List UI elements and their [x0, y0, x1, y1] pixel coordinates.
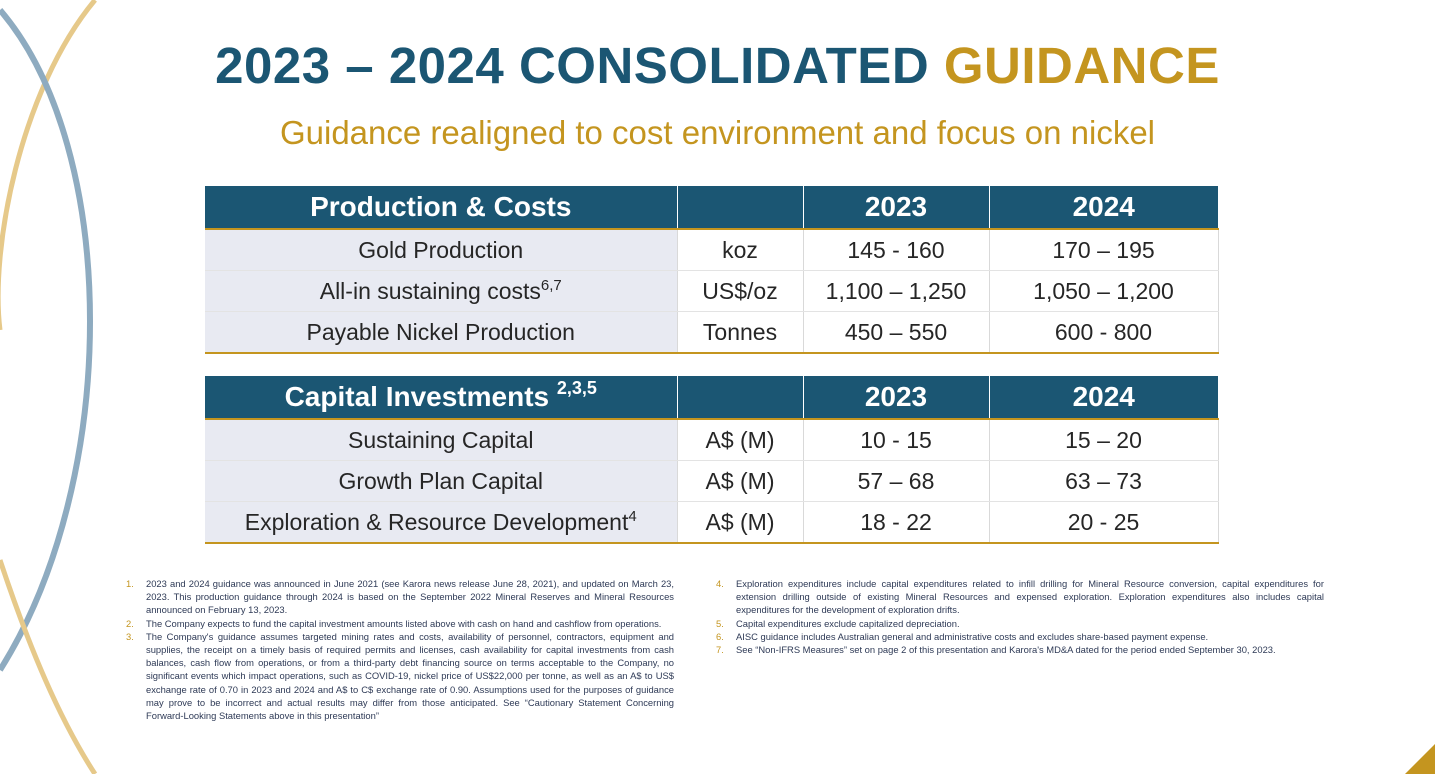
row-2024: 600 - 800 [989, 311, 1219, 354]
footnote-number: 1. [126, 578, 134, 589]
row-2024: 20 - 25 [989, 501, 1219, 544]
footnote-ref: 4 [628, 507, 637, 525]
row-label: Exploration & Resource Development4 [205, 501, 678, 544]
footnote-number: 7. [716, 644, 724, 656]
page-title: 2023 – 2024 CONSOLIDATED GUIDANCE [0, 36, 1435, 95]
table-header-row: Capital Investments 2,3,5 2023 2024 [205, 376, 1218, 420]
row-unit: A$ (M) [677, 419, 804, 461]
row-2023: 1,100 – 1,250 [803, 270, 990, 312]
row-unit: Tonnes [677, 311, 804, 354]
footnote-number: 2. [126, 617, 134, 629]
footnote: 5. Capital expenditures exclude capitaliz… [716, 617, 1324, 630]
table-row: Sustaining Capital A$ (M) 10 - 15 15 – 2… [205, 419, 1219, 461]
header-capital-investments: Capital Investments 2,3,5 [205, 376, 678, 420]
production-costs-table: Production & Costs 2023 2024 Gold Produc… [205, 186, 1219, 354]
footnote: 3. The Company's guidance assumes targete… [126, 630, 674, 722]
row-unit: US$/oz [677, 270, 804, 312]
table-row: Exploration & Resource Development4 A$ (… [205, 501, 1219, 544]
header-2024: 2024 [989, 376, 1218, 420]
footnote: 6. AISC guidance includes Australian gene… [716, 630, 1324, 643]
row-label: All-in sustaining costs6,7 [205, 270, 678, 312]
table-row: Payable Nickel Production Tonnes 450 – 5… [205, 311, 1219, 354]
footnote-text: Capital expenditures exclude capitalized… [736, 617, 960, 629]
row-2024: 170 – 195 [989, 229, 1219, 271]
row-label: Sustaining Capital [205, 419, 678, 461]
gold-arc-bottom [0, 559, 98, 774]
footnote: 7. See “Non-IFRS Measures” set on page 2 … [716, 643, 1324, 656]
row-2023: 145 - 160 [803, 229, 990, 271]
footnote: 1. 2023 and 2024 guidance was announced i… [126, 577, 674, 617]
row-2023: 18 - 22 [803, 501, 990, 544]
row-2024: 63 – 73 [989, 460, 1219, 502]
header-production-costs: Production & Costs [205, 186, 678, 230]
page-title-main: 2023 – 2024 CONSOLIDATED [215, 37, 944, 94]
table-header-row: Production & Costs 2023 2024 [205, 186, 1218, 230]
header-unit [677, 186, 804, 230]
blue-arc [0, 8, 93, 672]
page-subtitle: Guidance realigned to cost environment a… [279, 114, 1156, 151]
table-row: Growth Plan Capital A$ (M) 57 – 68 63 – … [205, 460, 1219, 502]
row-unit: koz [677, 229, 804, 271]
footnote-ref: 6,7 [540, 276, 562, 294]
footnote: 2. The Company expects to fund the capita… [126, 617, 674, 630]
footnote-number: 3. [126, 630, 134, 642]
footnote-number: 5. [716, 617, 724, 629]
header-2023: 2023 [803, 376, 990, 420]
capital-investments-table: Capital Investments 2,3,5 2023 2024 Sust… [205, 376, 1219, 544]
row-2023: 450 – 550 [803, 311, 990, 354]
footnote-text: The Company's guidance assumes targeted … [146, 630, 674, 722]
corner-accent [1405, 744, 1435, 774]
table-row: All-in sustaining costs6,7 US$/oz 1,100 … [205, 270, 1219, 312]
footnote: 4. Exploration expenditures include capit… [716, 577, 1324, 617]
page-title-accent: GUIDANCE [943, 37, 1220, 94]
row-unit: A$ (M) [677, 460, 804, 502]
footnote-text: See “Non-IFRS Measures” set on page 2 of… [736, 644, 1276, 656]
header-2023: 2023 [803, 186, 990, 230]
header-2024: 2024 [989, 186, 1218, 230]
row-2024: 15 – 20 [989, 419, 1219, 461]
row-2023: 57 – 68 [803, 460, 990, 502]
footnote-text: Exploration expenditures include capital… [736, 578, 1324, 616]
row-label: Growth Plan Capital [205, 460, 678, 502]
row-label: Gold Production [205, 229, 678, 271]
header-unit [677, 376, 804, 420]
table-row: Gold Production koz 145 - 160 170 – 195 [205, 229, 1219, 271]
footnote-text: 2023 and 2024 guidance was announced in … [146, 578, 674, 616]
footnotes-left: 1. 2023 and 2024 guidance was announced i… [126, 577, 674, 722]
footnote-text: AISC guidance includes Australian genera… [736, 630, 1209, 642]
row-2023: 10 - 15 [803, 419, 990, 461]
row-2024: 1,050 – 1,200 [989, 270, 1219, 312]
footnote-text: The Company expects to fund the capital … [146, 617, 662, 629]
row-label: Payable Nickel Production [205, 311, 678, 354]
footnote-number: 4. [716, 578, 724, 589]
footnotes-right: 4. Exploration expenditures include capit… [716, 577, 1324, 656]
row-unit: A$ (M) [677, 501, 804, 544]
footnote-number: 6. [716, 630, 724, 642]
footnote-ref: 2,3,5 [556, 378, 597, 398]
